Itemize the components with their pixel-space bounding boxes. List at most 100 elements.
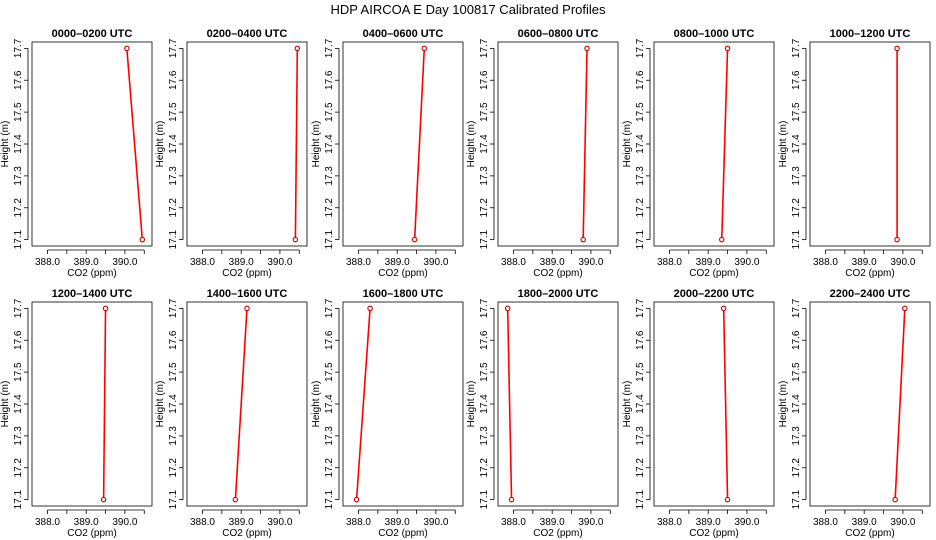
panel-title: 1200–1400 UTC bbox=[52, 288, 133, 300]
plot-frame bbox=[31, 301, 153, 507]
profile-line bbox=[355, 308, 371, 500]
x-tick-label: 390.0 bbox=[112, 257, 137, 268]
y-tick-label: 17.4 bbox=[635, 134, 646, 154]
y-tick-label: 17.4 bbox=[791, 134, 802, 154]
y-tick-label: 17.3 bbox=[479, 426, 490, 446]
y-tick-label: 17.4 bbox=[13, 134, 24, 154]
data-point bbox=[367, 305, 373, 312]
y-axis-label: Height (m) bbox=[155, 381, 166, 428]
y-tick-label: 17.6 bbox=[168, 70, 179, 90]
y-tick-label: 17.7 bbox=[13, 298, 24, 318]
y-tick-label: 17.5 bbox=[168, 362, 179, 382]
y-tick-label: 17.4 bbox=[635, 394, 646, 414]
y-tick-label: 17.5 bbox=[13, 102, 24, 122]
profile-line bbox=[506, 308, 513, 500]
x-axis-label: CO2 (ppm) bbox=[533, 268, 582, 279]
y-axis-label: Height (m) bbox=[0, 381, 11, 428]
y-tick-label: 17.3 bbox=[791, 426, 802, 446]
data-point bbox=[411, 236, 418, 243]
y-axis-label: Height (m) bbox=[466, 121, 477, 168]
y-tick-label: 17.1 bbox=[791, 229, 802, 249]
y-tick-label: 17.1 bbox=[635, 489, 646, 509]
x-tick-label: 389.0 bbox=[229, 257, 254, 268]
data-point bbox=[724, 45, 731, 52]
data-point bbox=[718, 236, 725, 243]
y-tick-label: 17.6 bbox=[635, 330, 646, 350]
y-axis-label: Height (m) bbox=[622, 381, 633, 428]
plot-frame bbox=[653, 301, 775, 507]
x-axis-label: CO2 (ppm) bbox=[689, 268, 738, 279]
data-point bbox=[102, 305, 109, 312]
y-tick-label: 17.4 bbox=[479, 394, 490, 414]
y-tick-label: 17.7 bbox=[791, 38, 802, 58]
x-axis-label: CO2 (ppm) bbox=[533, 528, 582, 539]
x-tick-label: 390.0 bbox=[267, 257, 292, 268]
y-tick-label: 17.2 bbox=[168, 458, 179, 478]
y-tick-label: 17.5 bbox=[13, 362, 24, 382]
data-point bbox=[894, 45, 900, 52]
y-tick-label: 17.6 bbox=[168, 330, 179, 350]
plot-frame bbox=[342, 41, 464, 247]
x-tick-label: 390.0 bbox=[423, 257, 448, 268]
plot-frame bbox=[497, 301, 619, 507]
y-tick-label: 17.3 bbox=[635, 166, 646, 186]
panel-title: 1400–1600 UTC bbox=[207, 288, 288, 300]
data-point bbox=[100, 496, 107, 503]
profile-line bbox=[126, 48, 144, 240]
y-tick-label: 17.6 bbox=[324, 70, 335, 90]
x-tick-label: 389.0 bbox=[540, 257, 565, 268]
y-tick-label: 17.7 bbox=[635, 38, 646, 58]
y-tick-label: 17.3 bbox=[168, 166, 179, 186]
data-point bbox=[294, 45, 301, 52]
x-tick-label: 389.0 bbox=[74, 257, 99, 268]
x-tick-label: 388.0 bbox=[190, 517, 215, 528]
y-axis-label: Height (m) bbox=[155, 121, 166, 168]
panel-title: 1000–1200 UTC bbox=[830, 28, 911, 40]
x-tick-label: 388.0 bbox=[35, 517, 60, 528]
y-tick-label: 17.5 bbox=[324, 362, 335, 382]
y-tick-label: 17.3 bbox=[168, 426, 179, 446]
x-axis-label: CO2 (ppm) bbox=[222, 528, 271, 539]
profile-line bbox=[582, 48, 588, 240]
data-point bbox=[580, 236, 586, 243]
panel-title: 1800–2000 UTC bbox=[518, 288, 599, 300]
x-tick-label: 390.0 bbox=[734, 517, 759, 528]
profile-line bbox=[102, 308, 107, 500]
y-tick-label: 17.4 bbox=[479, 134, 490, 154]
panel-title: 0000–0200 UTC bbox=[52, 28, 133, 40]
y-axis-label: Height (m) bbox=[622, 121, 633, 168]
y-tick-label: 17.4 bbox=[791, 394, 802, 414]
x-tick-label: 390.0 bbox=[890, 257, 915, 268]
y-tick-label: 17.2 bbox=[791, 198, 802, 218]
y-tick-label: 17.7 bbox=[168, 298, 179, 318]
figure-title: HDP AIRCOA E Day 100817 Calibrated Profi… bbox=[330, 2, 606, 17]
y-tick-label: 17.5 bbox=[635, 362, 646, 382]
data-point bbox=[232, 496, 239, 503]
x-tick-label: 390.0 bbox=[578, 257, 603, 268]
y-axis-label: Height (m) bbox=[311, 121, 322, 168]
y-tick-label: 17.4 bbox=[13, 394, 24, 414]
x-tick-label: 388.0 bbox=[501, 517, 526, 528]
profile-line bbox=[294, 48, 299, 240]
y-tick-label: 17.5 bbox=[168, 102, 179, 122]
profile-line bbox=[722, 308, 729, 500]
panel-title: 0200–0400 UTC bbox=[207, 28, 288, 40]
y-tick-label: 17.3 bbox=[791, 166, 802, 186]
data-point bbox=[124, 45, 130, 52]
y-tick-label: 17.2 bbox=[479, 458, 490, 478]
x-tick-label: 389.0 bbox=[74, 517, 99, 528]
y-tick-label: 17.6 bbox=[324, 330, 335, 350]
y-tick-label: 17.2 bbox=[324, 458, 335, 478]
y-tick-label: 17.7 bbox=[168, 38, 179, 58]
y-tick-label: 17.5 bbox=[635, 102, 646, 122]
data-point bbox=[902, 305, 908, 312]
x-tick-label: 388.0 bbox=[501, 257, 526, 268]
y-tick-label: 17.7 bbox=[791, 298, 802, 318]
y-tick-label: 17.1 bbox=[479, 489, 490, 509]
y-tick-label: 17.2 bbox=[479, 198, 490, 218]
